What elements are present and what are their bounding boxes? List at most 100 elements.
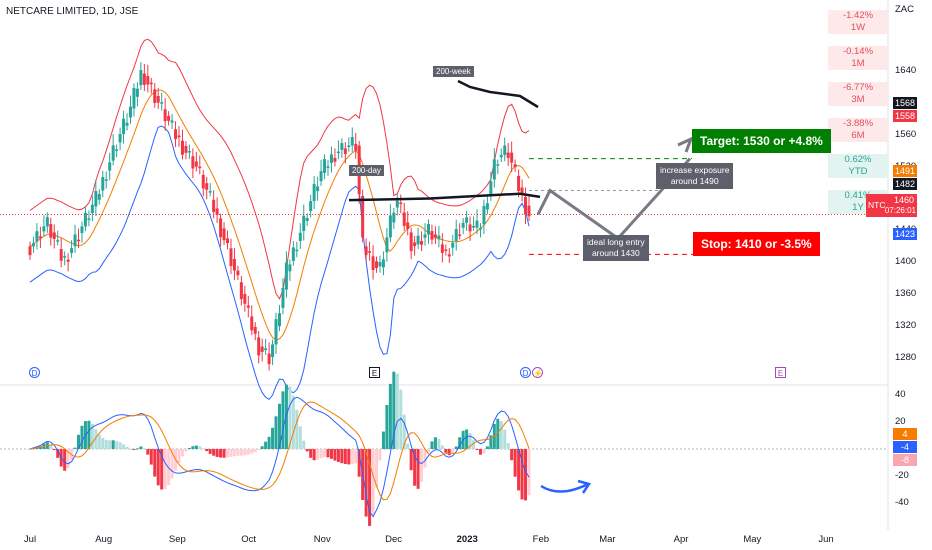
macd-histogram-bar — [239, 449, 243, 456]
ideal-entry-note[interactable]: ideal long entry around 1430 — [583, 235, 649, 261]
macd-histogram-bar — [149, 449, 153, 465]
macd-histogram-bar — [295, 409, 299, 449]
performance-cell-1m[interactable]: -0.14% 1M — [828, 46, 888, 70]
candle-body — [392, 212, 396, 223]
target-annotation[interactable]: Target: 1530 or +4.8% — [692, 129, 831, 153]
dividend-event-icon[interactable]: D — [29, 367, 40, 378]
candle-body — [430, 231, 434, 240]
candle-body — [77, 239, 81, 242]
increase-note-line1: increase exposure — [660, 165, 730, 175]
macd-histogram-bar — [364, 449, 368, 517]
candle-body — [97, 194, 101, 200]
macd-histogram-bar — [246, 449, 250, 455]
increase-exposure-note[interactable]: increase exposure around 1490 — [656, 163, 734, 189]
candle-body — [465, 217, 469, 223]
macd-histogram-bar — [368, 449, 372, 526]
candle-body — [118, 134, 122, 143]
candle-body — [153, 89, 157, 103]
dividend-event-icon-2[interactable]: D — [520, 367, 531, 378]
macd-histogram-bar — [413, 449, 417, 486]
macd-histogram-bar — [399, 389, 403, 449]
macd-histogram-bar — [482, 449, 486, 454]
macd-histogram-bar — [281, 391, 285, 449]
candle-body — [80, 226, 84, 234]
candle-body — [201, 174, 205, 189]
candle-body — [194, 161, 198, 167]
performance-cell-1w[interactable]: -1.42% 1W — [828, 10, 888, 34]
macd-histogram-bar — [298, 426, 302, 449]
macd-histogram-bar — [170, 449, 174, 479]
time-tick-label: Apr — [673, 534, 689, 545]
candle-body — [170, 120, 174, 123]
entry-note-line1: ideal long entry — [587, 237, 645, 247]
macd-histogram-bar — [316, 449, 320, 460]
candle-body — [156, 95, 160, 103]
candle-body — [277, 313, 281, 327]
curved-arrow-head — [577, 479, 592, 494]
macd-histogram-bar — [375, 449, 379, 488]
macd-histogram-bar — [191, 446, 195, 449]
macd-histogram-bar — [236, 449, 240, 456]
candle-body — [226, 238, 230, 244]
time-tick-label: Feb — [532, 534, 550, 545]
macd-histogram-bar — [302, 440, 306, 449]
future-earnings-event-icon[interactable]: E — [775, 367, 786, 378]
performance-value: 0.62% — [844, 154, 872, 165]
macd-histogram-bar — [73, 447, 77, 449]
macd-histogram-bar — [257, 449, 261, 450]
earnings-event-icon[interactable]: E — [369, 367, 380, 378]
candle-body — [101, 177, 105, 191]
macd-histogram-bar — [347, 449, 351, 465]
candle-body — [146, 76, 150, 85]
macd-badge-macd: -4 — [893, 441, 917, 453]
candle-body — [184, 145, 188, 153]
curved-arrow — [540, 482, 589, 493]
signal-line — [29, 401, 530, 501]
macd-histogram-bar — [468, 432, 472, 449]
candle-body — [257, 337, 261, 356]
performance-cell-6m[interactable]: -3.88% 6M — [828, 118, 888, 142]
candle-body — [94, 191, 98, 207]
candle-body — [56, 240, 60, 242]
candle-body — [70, 248, 74, 253]
performance-cell-3m[interactable]: -6.77% 3M — [828, 82, 888, 106]
candle-body — [149, 82, 153, 85]
macd-histogram-bar — [94, 429, 98, 449]
performance-cell-ytd[interactable]: 0.62% YTD — [828, 154, 888, 178]
macd-histogram-bar — [385, 405, 389, 449]
candle-body — [461, 222, 465, 228]
candle-body — [378, 262, 382, 267]
candle-body — [423, 234, 427, 238]
macd-histogram-bar — [437, 439, 441, 449]
candle-body — [73, 234, 77, 247]
macd-histogram-bar — [250, 449, 254, 454]
macd-histogram-bar — [52, 449, 56, 451]
time-tick-label: 2023 — [456, 534, 478, 545]
macd-histogram-bar — [232, 449, 236, 457]
candle-body — [364, 246, 368, 255]
candle-body — [336, 151, 340, 154]
candle-body — [90, 204, 94, 214]
stop-annotation[interactable]: Stop: 1410 or -3.5% — [693, 232, 820, 256]
candle-body — [437, 235, 441, 240]
macd-histogram-bar — [146, 449, 150, 455]
candle-body — [451, 242, 455, 248]
candle-body — [66, 259, 70, 262]
split-event-icon[interactable]: ⚡ — [532, 367, 543, 378]
macd-histogram-bar — [128, 448, 132, 450]
macd-histogram-bar — [153, 449, 157, 477]
candle-body — [368, 251, 372, 253]
macd-histogram-bar — [122, 444, 126, 449]
candle-body — [420, 241, 424, 245]
candle-body — [371, 256, 375, 271]
macd-histogram-bar — [499, 421, 503, 449]
candle-body — [42, 226, 46, 232]
macd-tick-label: 20 — [895, 416, 906, 427]
macd-histogram-bar — [125, 446, 129, 449]
candle-body — [385, 237, 389, 253]
macd-histogram-bar — [163, 449, 167, 490]
macd-tick-label: 40 — [895, 389, 906, 400]
candle-body — [326, 166, 330, 168]
macd-histogram-bar — [198, 446, 202, 449]
